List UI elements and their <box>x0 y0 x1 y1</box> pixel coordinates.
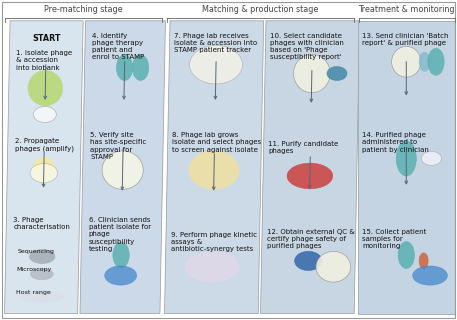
Ellipse shape <box>31 268 53 280</box>
Ellipse shape <box>428 48 444 75</box>
Circle shape <box>295 251 322 270</box>
Text: 3. Phage
characterisation: 3. Phage characterisation <box>13 217 70 230</box>
Circle shape <box>421 151 441 165</box>
Text: 5. Verify site
has site-specific
approval for
STAMP: 5. Verify site has site-specific approva… <box>90 132 147 160</box>
Text: 9. Perform phage kinetic
assays &
antibiotic-synergy tests: 9. Perform phage kinetic assays & antibi… <box>170 232 257 252</box>
Ellipse shape <box>419 253 428 269</box>
Ellipse shape <box>189 151 239 189</box>
Polygon shape <box>165 21 264 314</box>
Ellipse shape <box>19 291 64 302</box>
Polygon shape <box>5 21 83 314</box>
Text: 7. Phage lab receives
isolate & accession into
STAMP patient tracker: 7. Phage lab receives isolate & accessio… <box>175 33 257 53</box>
Text: 8. Phage lab grows
isolate and select phages
to screen against isolate: 8. Phage lab grows isolate and select ph… <box>172 132 261 153</box>
Ellipse shape <box>29 250 55 264</box>
Ellipse shape <box>419 52 430 71</box>
Circle shape <box>30 164 58 183</box>
Ellipse shape <box>105 266 137 285</box>
Ellipse shape <box>413 266 447 285</box>
Ellipse shape <box>117 55 133 80</box>
Text: 12. Obtain external QC &
certify phage safety of
purified phages: 12. Obtain external QC & certify phage s… <box>266 229 354 249</box>
Ellipse shape <box>293 54 330 93</box>
Polygon shape <box>80 21 165 314</box>
Text: Host range: Host range <box>16 290 51 295</box>
Text: Treatment & monitoring: Treatment & monitoring <box>358 5 455 14</box>
Ellipse shape <box>316 252 351 282</box>
Ellipse shape <box>133 55 149 80</box>
Ellipse shape <box>392 46 421 77</box>
Ellipse shape <box>287 163 333 189</box>
Ellipse shape <box>398 242 414 268</box>
Ellipse shape <box>190 45 243 84</box>
Text: 6. Clinician sends
patient isolate for
phage
susceptibility
testing: 6. Clinician sends patient isolate for p… <box>89 217 151 252</box>
Ellipse shape <box>28 70 63 106</box>
Text: Pre-matching stage: Pre-matching stage <box>44 5 123 14</box>
Circle shape <box>33 107 56 123</box>
Text: Microscopy: Microscopy <box>17 267 52 272</box>
Text: 15. Collect patient
samples for
monitoring: 15. Collect patient samples for monitori… <box>362 229 427 249</box>
Text: 1. Isolate phage
& accession
into biobank: 1. Isolate phage & accession into bioban… <box>16 50 73 71</box>
Text: 11. Purify candidate
phages: 11. Purify candidate phages <box>268 141 339 154</box>
Text: 10. Select candidate
phages with clinician
based on 'Phage
susceptibility report: 10. Select candidate phages with clinici… <box>271 33 344 60</box>
Text: 2. Propagate
phages (amplify): 2. Propagate phages (amplify) <box>15 138 74 152</box>
Text: START: START <box>32 34 61 43</box>
Text: 4. Identify
phage therapy
patient and
enrol to STAMP: 4. Identify phage therapy patient and en… <box>92 33 144 60</box>
Polygon shape <box>260 21 360 314</box>
Polygon shape <box>358 21 455 314</box>
Circle shape <box>327 67 347 81</box>
Text: 13. Send clinician 'Batch
report' & purified phage: 13. Send clinician 'Batch report' & puri… <box>362 33 449 46</box>
Text: Matching & production stage: Matching & production stage <box>202 5 319 14</box>
Ellipse shape <box>113 242 129 268</box>
Ellipse shape <box>102 151 143 189</box>
Text: Sequencing: Sequencing <box>17 249 54 254</box>
Ellipse shape <box>396 141 416 176</box>
Ellipse shape <box>185 252 239 282</box>
Ellipse shape <box>32 157 55 183</box>
Text: 14. Purified phage
administered to
patient by clinician: 14. Purified phage administered to patie… <box>362 132 429 153</box>
